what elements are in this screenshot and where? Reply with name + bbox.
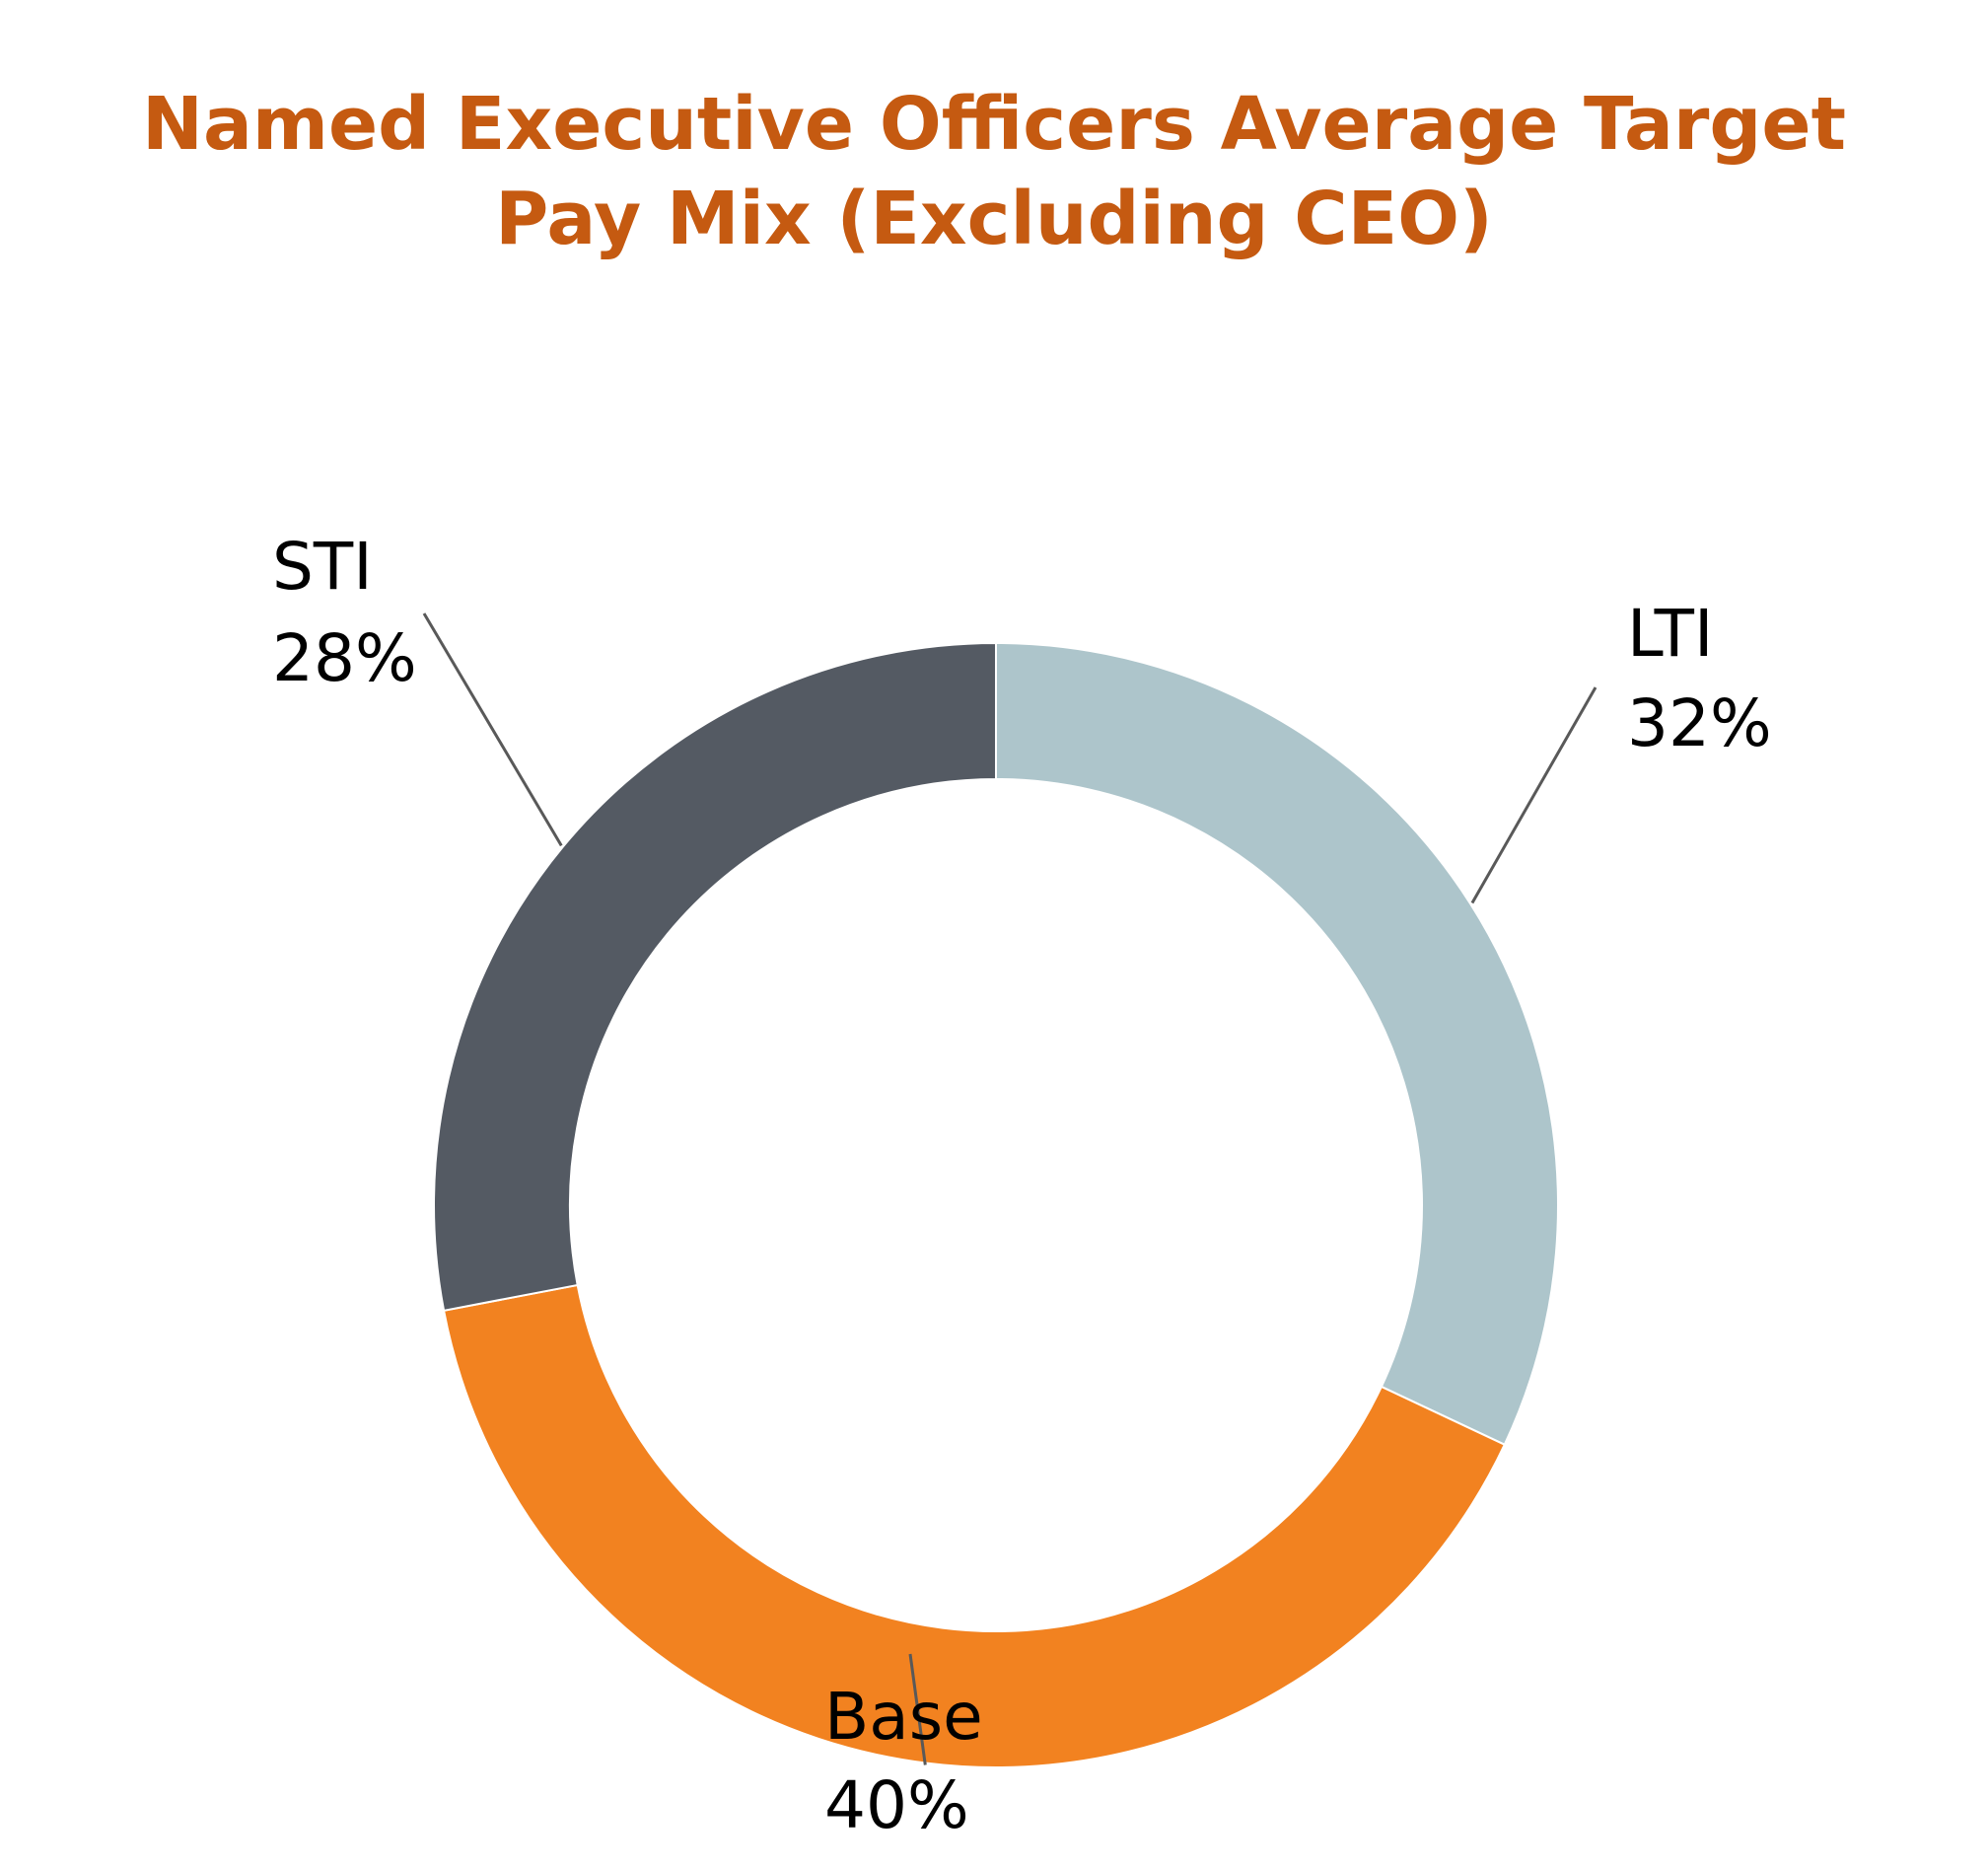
chart-title-line-2: Pay Mix (Excluding CEO)	[495, 177, 1493, 261]
leader-line-base	[908, 1653, 927, 1765]
donut-slice-sti	[433, 641, 997, 1312]
leader-lines	[422, 612, 1598, 1765]
chart-title-line-1: Named Executive Officers Average Target	[142, 82, 1846, 167]
slice-label-lti-name: LTI	[1627, 596, 1713, 672]
slice-label-lti-value: 32%	[1627, 685, 1772, 761]
slice-label-sti-name: STI	[272, 529, 373, 605]
slice-label-sti-value: 28%	[272, 620, 417, 696]
donut-slices	[433, 641, 1559, 1768]
donut-slice-base	[442, 1283, 1507, 1768]
leader-line-sti	[422, 612, 563, 847]
slice-label-base-value: 40%	[824, 1767, 969, 1843]
leader-line-lti	[1470, 686, 1598, 904]
chart-title: Named Executive Officers Average Target …	[0, 77, 1988, 266]
donut-slice-lti	[995, 641, 1559, 1447]
slice-label-base-name: Base	[824, 1679, 983, 1755]
